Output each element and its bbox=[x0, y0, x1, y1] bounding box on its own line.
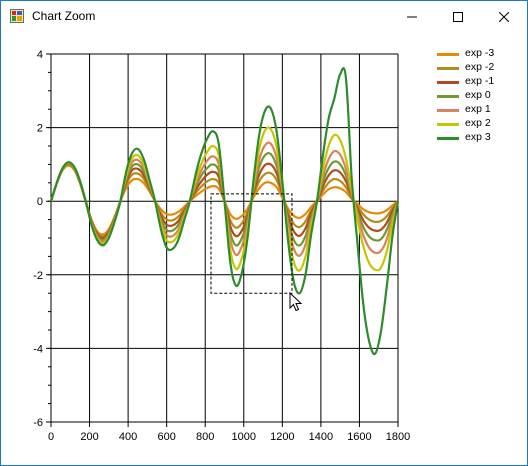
legend-item: exp -1 bbox=[437, 75, 517, 88]
legend-label: exp -1 bbox=[465, 75, 495, 87]
window-title: Chart Zoom bbox=[32, 9, 96, 23]
legend-label: exp -2 bbox=[465, 61, 495, 73]
y-tick-label: 2 bbox=[37, 123, 43, 135]
legend-item: exp 2 bbox=[437, 117, 517, 130]
chart-app-icon bbox=[10, 9, 24, 23]
y-tick-label: -6 bbox=[33, 417, 43, 429]
title-bar[interactable]: Chart Zoom bbox=[1, 1, 527, 32]
x-tick-label: 200 bbox=[80, 431, 98, 443]
chart-legend: exp -3 exp -2 exp -1 exp 0 exp 1 exp 2 exp 3 bbox=[437, 47, 517, 146]
legend-label: exp 0 bbox=[465, 89, 491, 101]
legend-item: exp 1 bbox=[437, 103, 517, 116]
x-tick-label: 0 bbox=[48, 431, 54, 443]
legend-swatch bbox=[437, 67, 459, 70]
legend-label: exp 2 bbox=[465, 117, 491, 129]
y-tick-label: 0 bbox=[37, 196, 43, 208]
x-tick-label: 800 bbox=[196, 431, 214, 443]
legend-item: exp -3 bbox=[437, 47, 517, 60]
y-tick-label: -4 bbox=[33, 343, 43, 355]
close-button[interactable] bbox=[481, 1, 527, 32]
legend-label: exp 1 bbox=[465, 103, 491, 115]
zoom-selection-rect[interactable] bbox=[210, 193, 293, 294]
x-tick-label: 1400 bbox=[309, 431, 333, 443]
x-tick-label: 1000 bbox=[232, 431, 256, 443]
line-chart[interactable]: 0 200 400 600 800 1000 1200 1400 1600 1800 -6 -4 -2 0… bbox=[1, 32, 527, 465]
legend-swatch bbox=[437, 95, 459, 98]
minimize-icon bbox=[407, 12, 417, 22]
legend-swatch bbox=[437, 53, 459, 56]
mouse-cursor-icon bbox=[289, 291, 303, 317]
x-tick-label: 400 bbox=[119, 431, 137, 443]
legend-swatch bbox=[437, 123, 459, 126]
close-icon bbox=[499, 11, 509, 22]
maximize-icon bbox=[453, 11, 463, 22]
legend-swatch bbox=[437, 137, 459, 140]
x-tick-label: 600 bbox=[157, 431, 175, 443]
maximize-button[interactable] bbox=[435, 1, 481, 32]
legend-swatch bbox=[437, 81, 459, 84]
chart-client-area: 0 200 400 600 800 1000 1200 1400 1600 1800 -6 -4 -2 0… bbox=[1, 32, 527, 465]
legend-item: exp 0 bbox=[437, 89, 517, 102]
x-tick-label: 1800 bbox=[386, 431, 410, 443]
legend-item: exp -2 bbox=[437, 61, 517, 74]
minimize-button[interactable] bbox=[389, 1, 435, 32]
legend-label: exp -3 bbox=[465, 47, 495, 59]
legend-swatch bbox=[437, 109, 459, 112]
x-tick-label: 1600 bbox=[347, 431, 371, 443]
legend-item: exp 3 bbox=[437, 131, 517, 144]
legend-label: exp 3 bbox=[465, 131, 491, 143]
series-line-exp3[interactable] bbox=[49, 67, 400, 356]
x-tick-label: 1200 bbox=[270, 431, 294, 443]
y-tick-label: 4 bbox=[37, 49, 43, 61]
y-tick-label: -2 bbox=[33, 270, 43, 282]
